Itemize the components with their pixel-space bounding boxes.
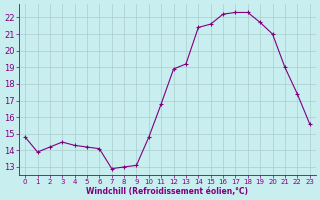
- X-axis label: Windchill (Refroidissement éolien,°C): Windchill (Refroidissement éolien,°C): [86, 187, 248, 196]
